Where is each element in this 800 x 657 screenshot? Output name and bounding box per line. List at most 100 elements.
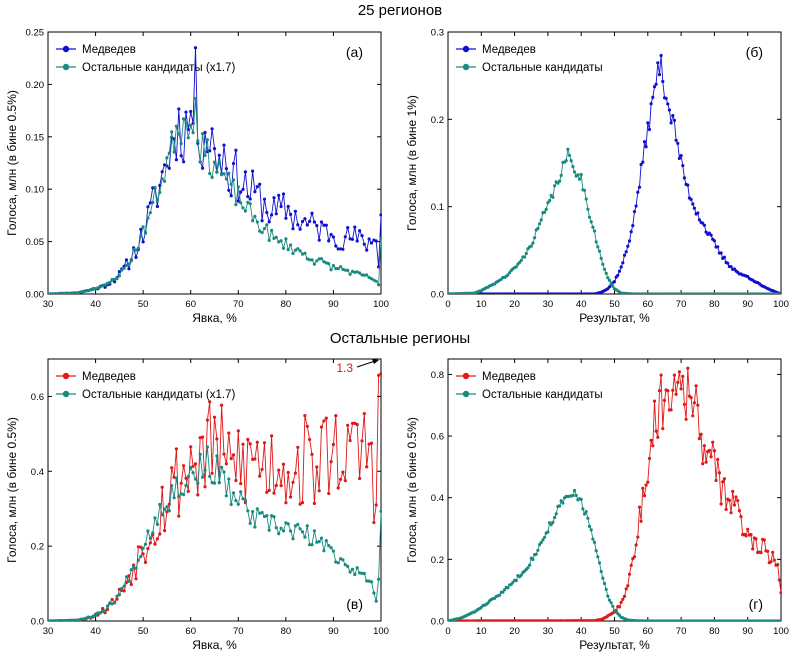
series-point xyxy=(182,160,186,164)
series-point xyxy=(155,522,159,526)
series-point xyxy=(291,480,295,484)
series-point xyxy=(296,522,300,526)
series-point xyxy=(212,147,217,151)
series-point xyxy=(716,245,720,249)
series-point xyxy=(134,566,138,570)
x-tick-label: 90 xyxy=(328,299,339,310)
series-point xyxy=(113,277,117,282)
series-point xyxy=(222,452,226,456)
series-point xyxy=(251,169,255,173)
series-point xyxy=(82,289,86,294)
x-tick-label: 80 xyxy=(709,299,720,310)
series-point xyxy=(279,239,283,243)
series-point xyxy=(697,437,701,441)
series-point xyxy=(289,495,293,499)
series-point xyxy=(270,434,274,438)
series-point xyxy=(300,530,305,534)
series-point xyxy=(177,107,181,111)
series-point xyxy=(631,224,635,228)
series-point xyxy=(514,579,518,583)
series-point xyxy=(146,529,150,533)
series-point xyxy=(336,247,340,251)
series-point xyxy=(759,551,763,555)
series-point xyxy=(572,488,577,493)
series-point xyxy=(553,184,557,188)
series-point xyxy=(629,563,633,567)
series-point xyxy=(67,618,71,621)
series-point xyxy=(664,96,668,100)
series-1 xyxy=(448,147,782,294)
series-line-0 xyxy=(448,55,782,294)
series-point xyxy=(255,507,259,511)
series-point xyxy=(174,476,178,480)
series-point xyxy=(281,462,286,466)
series-point xyxy=(55,619,60,621)
series-point xyxy=(208,474,212,478)
series-point xyxy=(136,558,140,562)
series-point xyxy=(529,244,533,248)
series-point xyxy=(519,573,523,577)
series-point xyxy=(48,292,52,294)
series-point xyxy=(293,248,297,252)
series-point xyxy=(177,495,181,499)
series-point xyxy=(334,560,338,564)
series-line-0 xyxy=(48,373,382,621)
series-point xyxy=(148,201,152,205)
series-point xyxy=(541,538,545,542)
series-point xyxy=(677,370,681,374)
series-point xyxy=(365,248,369,252)
x-tick-label: 50 xyxy=(138,299,149,310)
series-point xyxy=(315,540,319,544)
series-point xyxy=(239,482,243,486)
series-point xyxy=(346,564,350,568)
series-point xyxy=(339,265,343,269)
series-point xyxy=(679,154,683,158)
series-point xyxy=(91,614,95,618)
series-point xyxy=(355,270,359,274)
series-point xyxy=(331,264,335,268)
series-point xyxy=(184,483,188,487)
series-point xyxy=(677,156,681,160)
series-point xyxy=(222,143,226,147)
series-point xyxy=(110,597,114,602)
series-point xyxy=(182,117,186,121)
series-point xyxy=(203,153,207,157)
series-point xyxy=(586,516,590,520)
series-point xyxy=(574,493,578,498)
y-tick-label: 0.8 xyxy=(431,370,444,381)
series-point xyxy=(241,206,245,210)
series-point xyxy=(651,444,655,448)
y-tick-label: 0.20 xyxy=(26,80,45,91)
x-axis-label: Результат, % xyxy=(579,311,650,325)
series-point xyxy=(353,572,357,577)
series-point xyxy=(110,602,114,606)
series-point xyxy=(96,286,100,290)
series-point xyxy=(96,611,100,615)
legend-label: Медведев xyxy=(482,44,536,56)
series-point xyxy=(624,587,628,591)
series-point xyxy=(374,239,378,243)
series-point xyxy=(379,509,382,513)
series-point xyxy=(179,481,183,485)
series-point xyxy=(341,267,345,271)
x-tick-label: 50 xyxy=(138,626,149,637)
y-tick-label: 0.2 xyxy=(431,555,444,566)
series-point xyxy=(626,244,630,248)
series-point xyxy=(177,132,181,136)
series-point xyxy=(103,285,107,289)
series-point xyxy=(310,211,314,215)
legend-marker xyxy=(462,63,470,71)
series-point xyxy=(220,173,224,177)
series-point xyxy=(170,466,174,470)
series-point xyxy=(165,510,169,514)
series-point xyxy=(272,491,276,495)
x-tick-label: 70 xyxy=(233,299,244,310)
series-point xyxy=(539,218,543,222)
y-tick-label: 0.00 xyxy=(26,290,45,301)
series-point xyxy=(634,204,638,208)
series-point xyxy=(293,209,297,213)
series-point xyxy=(704,460,708,464)
series-point xyxy=(319,257,324,261)
series-point xyxy=(766,549,770,553)
series-point xyxy=(377,373,381,377)
